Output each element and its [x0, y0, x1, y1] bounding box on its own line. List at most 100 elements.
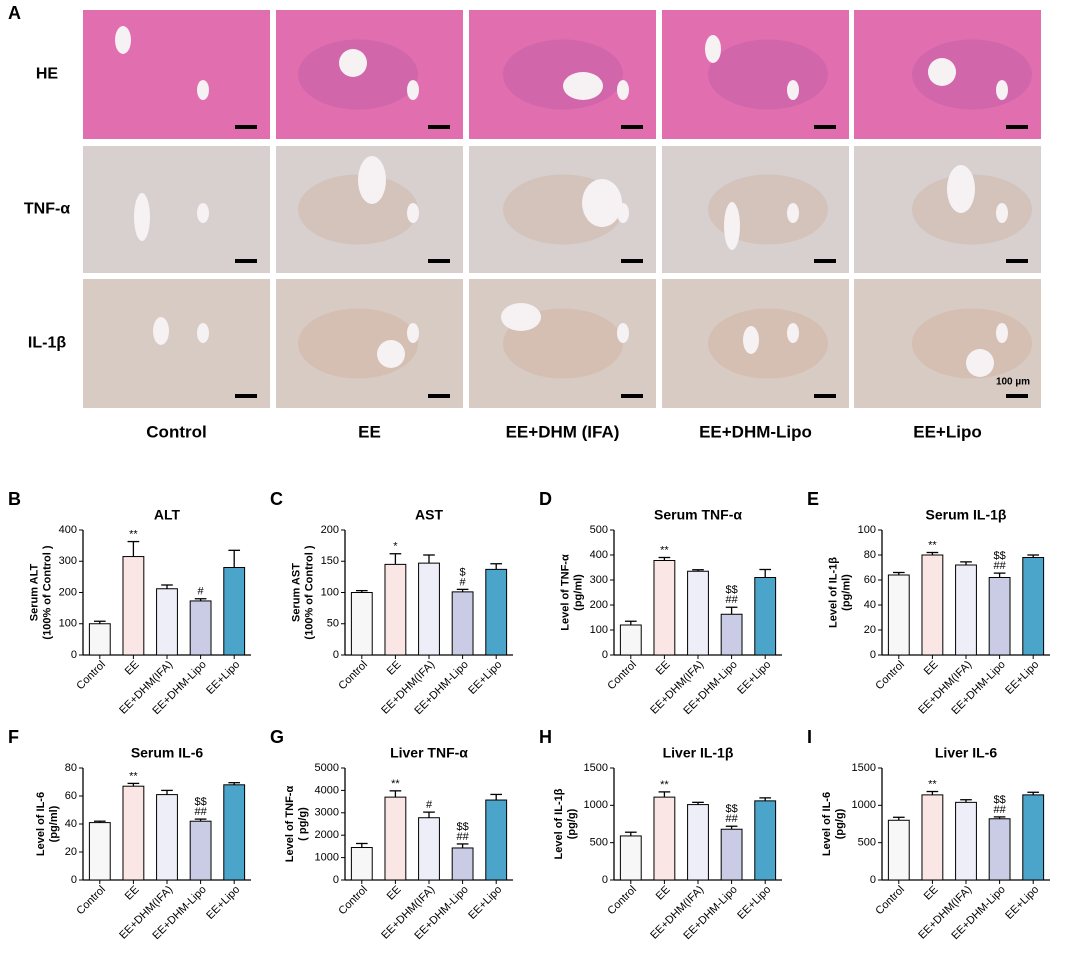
bar	[350, 847, 373, 881]
bar	[1022, 557, 1045, 656]
panel-letter: E	[807, 489, 819, 509]
bar	[1022, 794, 1045, 881]
significance-label: #	[460, 576, 467, 588]
bar	[653, 560, 676, 656]
y-axis-label: Level of IL-6	[821, 792, 833, 856]
significance-label: ##	[194, 806, 207, 818]
y-tick-label: 100	[59, 618, 77, 630]
significance-label: $$	[194, 796, 206, 808]
bar	[350, 592, 373, 656]
micrograph	[469, 10, 656, 139]
x-tick-label: EE+Lipo	[735, 884, 773, 922]
scale-bar	[235, 125, 257, 129]
y-tick-label: 40	[864, 599, 876, 611]
vessel	[787, 80, 799, 100]
y-tick-label: 60	[864, 574, 876, 586]
y-tick-label: 100	[590, 624, 608, 636]
y-axis-label: ( pg/g)	[297, 807, 309, 841]
y-axis-label: Level of IL-1β	[553, 788, 565, 859]
bar	[122, 556, 145, 656]
scale-bar	[621, 125, 643, 129]
y-axis-label: (pg/g)	[566, 808, 578, 839]
significance-label: **	[928, 539, 937, 551]
column-label: EE	[358, 422, 381, 441]
y-tick-label: 1000	[584, 799, 608, 811]
y-axis-label: Level of TNF-α	[559, 554, 571, 631]
vessel	[966, 349, 994, 377]
bar	[988, 818, 1011, 881]
vessel	[617, 203, 629, 223]
vessel	[617, 80, 629, 100]
significance-label: #	[426, 799, 433, 811]
bar	[955, 564, 977, 656]
y-axis-label: (100% of Control )	[303, 545, 315, 639]
significance-label: **	[391, 778, 400, 790]
vessel	[787, 323, 799, 343]
y-tick-label: 100	[321, 586, 339, 598]
y-tick-label: 3000	[315, 807, 339, 819]
bar	[754, 800, 777, 881]
y-tick-label: 300	[59, 555, 77, 567]
chart-title: AST	[415, 507, 443, 523]
vessel	[743, 326, 759, 354]
panel-letter: C	[270, 489, 283, 509]
y-tick-label: 400	[590, 549, 608, 561]
bar	[653, 796, 676, 881]
y-tick-label: 60	[65, 790, 77, 802]
y-tick-label: 200	[59, 586, 77, 598]
significance-label: $$	[456, 821, 468, 833]
column-label: EE+Lipo	[913, 422, 981, 441]
vessel	[134, 193, 150, 241]
vessel	[115, 26, 131, 54]
vessel	[724, 202, 740, 250]
vessel	[153, 317, 169, 345]
x-tick-label: EE	[654, 884, 673, 903]
scale-bar	[1006, 394, 1028, 398]
y-tick-label: 40	[65, 818, 77, 830]
significance-label: $$	[993, 794, 1005, 806]
y-tick-label: 0	[333, 874, 339, 886]
x-tick-label: EE	[123, 884, 142, 903]
chart-title: ALT	[154, 507, 181, 523]
panel-letter: B	[8, 489, 21, 509]
significance-label: $$	[993, 550, 1005, 562]
micrograph	[276, 10, 463, 139]
scale-bar	[814, 259, 836, 263]
y-tick-label: 20	[864, 624, 876, 636]
y-tick-label: 0	[870, 874, 876, 886]
significance-label: ##	[725, 594, 738, 606]
y-tick-label: 2000	[315, 829, 339, 841]
x-tick-label: Control	[873, 884, 907, 918]
significance-label: **	[660, 544, 669, 556]
bar	[122, 785, 145, 881]
row-label: IL-1β	[28, 335, 66, 352]
vessel	[377, 340, 405, 368]
scale-bar	[621, 259, 643, 263]
significance-label: **	[129, 770, 138, 782]
bar	[955, 801, 977, 881]
vessel	[582, 179, 622, 227]
panel-letter: I	[807, 727, 812, 747]
bar	[189, 600, 212, 656]
y-tick-label: 4000	[315, 784, 339, 796]
bar	[485, 568, 508, 656]
x-tick-label: EE+Lipo	[466, 659, 504, 697]
y-tick-label: 50	[327, 618, 339, 630]
bar	[619, 624, 642, 656]
vessel	[705, 35, 721, 63]
significance-label: $	[460, 566, 466, 578]
bar	[88, 623, 111, 656]
scale-bar	[235, 259, 257, 263]
vessel	[787, 203, 799, 223]
y-axis-label: Level of IL-6	[35, 792, 47, 856]
significance-label: **	[928, 778, 937, 790]
y-tick-label: 20	[65, 846, 77, 858]
y-axis-label: (pg/g)	[834, 808, 846, 839]
x-tick-label: Control	[605, 884, 639, 918]
y-tick-label: 5000	[315, 762, 339, 774]
y-axis-label: Serum ALT	[28, 563, 40, 621]
significance-label: ##	[456, 831, 469, 843]
chart-title: Liver IL-6	[935, 745, 997, 761]
x-tick-label: EE+Lipo	[735, 659, 773, 697]
chart-title: Serum TNF-α	[654, 507, 742, 523]
